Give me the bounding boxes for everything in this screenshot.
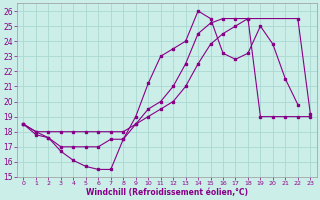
X-axis label: Windchill (Refroidissement éolien,°C): Windchill (Refroidissement éolien,°C): [86, 188, 248, 197]
